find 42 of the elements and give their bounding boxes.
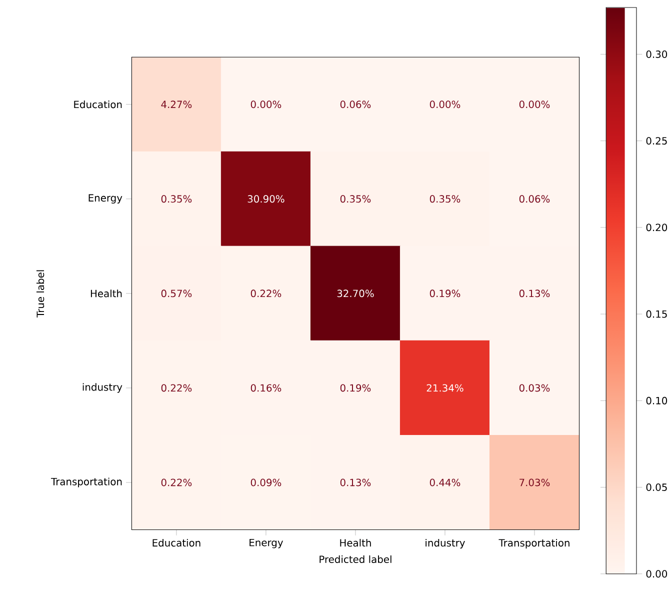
data-label: 0.35% bbox=[340, 195, 371, 203]
data-label: 30.90% bbox=[248, 195, 284, 203]
color-bar-label: 0.10 bbox=[646, 396, 668, 404]
color-bar-label: 0.15 bbox=[646, 310, 667, 318]
y-axis-title: True label bbox=[36, 270, 44, 318]
y-tick-label: Transportation bbox=[50, 478, 122, 488]
data-label: 0.22% bbox=[250, 290, 282, 298]
data-label: 0.35% bbox=[161, 195, 192, 203]
data-label: 0.22% bbox=[161, 384, 192, 392]
data-label: 21.34% bbox=[426, 384, 464, 392]
data-label: 0.00% bbox=[519, 100, 550, 108]
data-label: 7.03% bbox=[520, 478, 550, 486]
data-label: 0.06% bbox=[340, 100, 371, 108]
data-label: 0.00% bbox=[430, 100, 460, 108]
y-tick-label: industry bbox=[82, 383, 122, 393]
x-axis-title: Predicted label bbox=[320, 555, 392, 563]
x-tick-label: Education bbox=[152, 538, 200, 547]
y-tick-label: Health bbox=[90, 290, 122, 298]
data-label: 0.00% bbox=[250, 100, 282, 108]
y-tick-label: Energy bbox=[88, 194, 122, 204]
x-tick-label: Transportation bbox=[498, 538, 570, 548]
data-label: 0.16% bbox=[250, 384, 282, 392]
data-label: 0.09% bbox=[250, 478, 282, 486]
color-bar-label: 0.30 bbox=[646, 50, 668, 58]
data-label: 0.35% bbox=[430, 195, 460, 203]
data-label: 0.13% bbox=[519, 290, 550, 298]
color-bar-label: 0.05 bbox=[646, 483, 667, 491]
data-label: 0.19% bbox=[430, 290, 460, 298]
data-label: 0.19% bbox=[340, 384, 371, 392]
data-label: 0.22% bbox=[161, 478, 192, 486]
data-label: 32.70% bbox=[337, 290, 374, 298]
data-label: 0.57% bbox=[161, 290, 192, 298]
color-bar-label: 0.25 bbox=[646, 137, 667, 145]
data-label: 0.13% bbox=[340, 478, 371, 486]
data-label: 4.27% bbox=[161, 100, 192, 108]
color-bar-label: 0.20 bbox=[646, 224, 668, 232]
x-tick-label: Energy bbox=[250, 538, 284, 548]
x-tick-label: industry bbox=[426, 538, 465, 548]
color-bar-label: 0.00 bbox=[646, 570, 668, 578]
x-tick-label: Health bbox=[340, 538, 371, 547]
data-label: 0.06% bbox=[519, 195, 550, 203]
y-tick-label: Education bbox=[74, 100, 122, 108]
